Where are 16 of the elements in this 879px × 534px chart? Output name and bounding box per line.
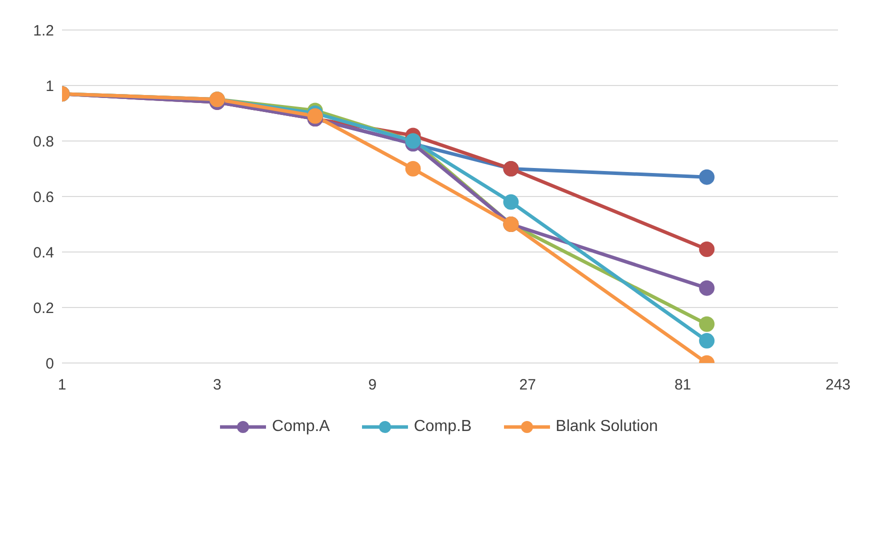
legend-label: Blank Solution <box>556 418 658 436</box>
x-tick-label: 243 <box>825 376 851 394</box>
y-tick-label: 1 <box>46 78 54 95</box>
x-tick-label: 3 <box>213 376 222 394</box>
y-tick-label: 0.6 <box>33 188 54 206</box>
y-tick-label: 0.8 <box>33 133 54 150</box>
y-tick-label: 0 <box>46 355 54 372</box>
x-tick-label: 81 <box>674 376 692 394</box>
legend-label: Comp.B <box>414 418 472 436</box>
y-tick-label: 1.2 <box>33 22 54 40</box>
x-tick-label: 1 <box>58 376 66 394</box>
y-tick-label: 0.4 <box>33 244 54 262</box>
legend-label: Comp.A <box>272 418 330 436</box>
y-tick-label: 0.2 <box>33 300 54 317</box>
x-tick-label: 27 <box>519 376 536 394</box>
x-tick-label: 9 <box>368 376 377 394</box>
